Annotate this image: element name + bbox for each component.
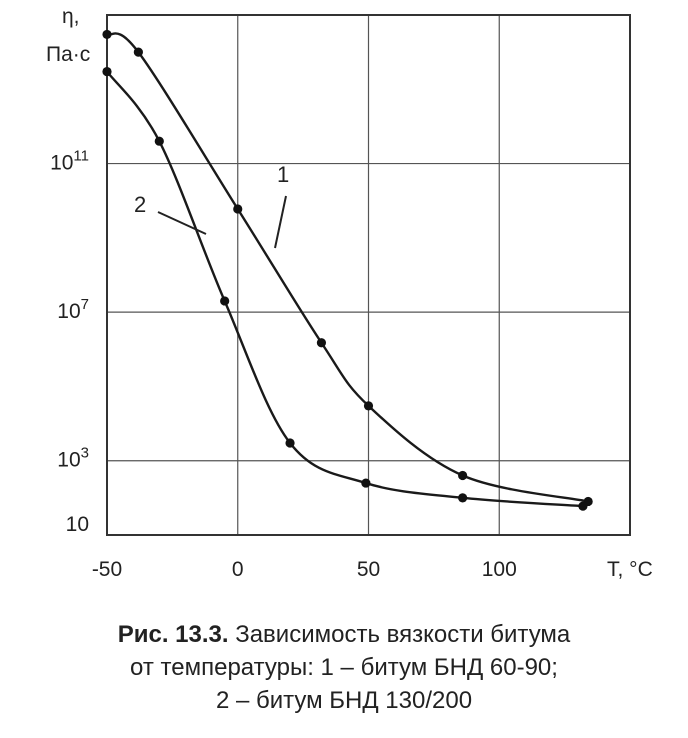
y-axis-symbol: η,: [62, 5, 80, 28]
series-1-point: [102, 29, 112, 40]
series-2-point: [361, 478, 371, 488]
x-tick-label: -50: [92, 558, 122, 581]
x-tick-label: 50: [357, 558, 380, 581]
viscosity-temperature-chart: 10 103 107 1011 -50 0 50 100 η, Па·с T, °C 1 2: [46, 5, 653, 581]
series-1-leader-line: [274, 195, 287, 249]
series-1-line: [106, 32, 589, 503]
x-tick-label: 100: [482, 558, 517, 581]
y-tick-label: 103: [57, 445, 89, 472]
caption-line-3: 2 – битум БНД 130/200: [215, 687, 473, 714]
y-tick-labels: 10 103 107 1011: [50, 148, 89, 536]
x-axis-title: T, °C: [607, 558, 653, 581]
y-axis-unit: Па·с: [46, 43, 90, 66]
series-2-point: [458, 493, 468, 503]
series-2-leader-line: [157, 211, 207, 235]
series-2-point: [102, 66, 112, 77]
markers: [102, 29, 593, 511]
figure-caption: Рис. 13.3. Зависимость вязкости битума о…: [0, 618, 688, 717]
series-2-point: [578, 501, 588, 511]
series-1-point: [363, 401, 374, 411]
caption-title: Зависимость вязкости битума: [228, 621, 571, 648]
series-2-label: 2: [134, 192, 146, 217]
series-1-label-group: 1: [274, 162, 289, 249]
caption-line-2: от температуры: 1 – битум БНД 60-90;: [130, 654, 558, 681]
series-1-point: [458, 470, 468, 481]
series-2-label-group: 2: [134, 192, 207, 235]
y-tick-label: 10: [66, 513, 89, 536]
series-2-point: [154, 136, 164, 146]
x-tick-label: 0: [232, 558, 244, 581]
series-2-line: [106, 70, 584, 508]
y-tick-label: 1011: [50, 148, 89, 175]
figure-label: Рис. 13.3.: [117, 621, 229, 648]
caption-line-1: Рис. 13.3. Зависимость вязкости битума: [0, 618, 688, 651]
series-1-point: [316, 338, 327, 348]
grid: [107, 15, 630, 535]
series-2-point: [285, 438, 295, 448]
series-1-point: [133, 47, 143, 57]
series-1-label: 1: [277, 162, 289, 187]
series-2-point: [220, 296, 230, 306]
y-tick-label: 107: [57, 296, 89, 323]
plot-frame: [106, 14, 631, 536]
curves: [106, 32, 589, 508]
x-tick-labels: -50 0 50 100: [92, 558, 517, 581]
series-1-point: [233, 204, 243, 214]
